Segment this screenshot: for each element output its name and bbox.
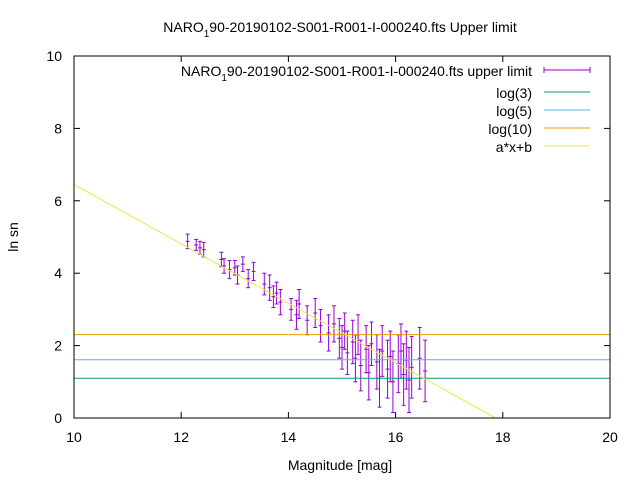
data-point-16 (278, 288, 283, 316)
fit-line (74, 184, 497, 418)
data-point-12 (262, 272, 267, 296)
y-tick-label-3: 6 (54, 193, 62, 209)
data-point-20 (305, 305, 310, 336)
data-point-5 (222, 258, 227, 274)
x-tick-label-5: 20 (602, 429, 618, 445)
chart-title: NARO190-20190102-S001-R001-I-000240.fts … (163, 19, 517, 40)
data-point-1 (194, 239, 199, 251)
data-point-23 (326, 314, 331, 352)
data-point-13 (267, 274, 272, 301)
legend-label-fit: a*x+b (496, 139, 532, 155)
x-tick-label-2: 14 (281, 429, 297, 445)
x-tick-label-3: 16 (388, 429, 404, 445)
legend-label-log5: log(5) (496, 103, 532, 119)
data-point-48 (417, 327, 422, 390)
chart-title-part-2: 90-20190102-S001-R001-I-000240.fts Upper… (209, 19, 517, 35)
legend-label-log10: log(10) (488, 121, 532, 137)
legend-label-upper-limit-subscript: 1 (221, 73, 227, 84)
chart-title-part-1: NARO (163, 19, 204, 35)
data-point-24 (331, 305, 336, 343)
plot-border (73, 55, 611, 419)
legend-label-upper-limit-part-1: NARO (181, 63, 222, 79)
data-point-32 (358, 339, 363, 392)
data-point-17 (289, 298, 294, 321)
x-tick-label-4: 18 (495, 429, 511, 445)
data-point-36 (374, 334, 379, 390)
y-tick-label-1: 2 (54, 338, 62, 354)
data-point-35 (369, 321, 374, 367)
legend-label-log3: log(3) (496, 85, 532, 101)
data-point-19 (297, 288, 302, 319)
y-tick-label-5: 10 (46, 48, 62, 64)
data-point-28 (345, 330, 350, 376)
y-tick-label-2: 4 (54, 265, 62, 281)
plot-area (74, 184, 610, 418)
data-point-4 (219, 251, 224, 268)
data-point-29 (350, 319, 355, 365)
legend: NARO190-20190102-S001-R001-I-000240.fts … (181, 63, 591, 155)
legend-label-upper-limit: NARO190-20190102-S001-R001-I-000240.fts … (181, 63, 532, 84)
data-point-14 (271, 285, 276, 309)
y-axis-label: ln sn (5, 222, 21, 252)
data-point-44 (401, 343, 406, 406)
data-point-22 (318, 308, 323, 343)
data-point-3 (201, 241, 206, 258)
data-point-18 (294, 299, 299, 330)
data-point-2 (197, 240, 202, 255)
data-point-10 (246, 269, 251, 289)
data-point-40 (388, 330, 393, 383)
data-point-49 (423, 339, 428, 403)
data-point-47 (409, 336, 414, 399)
data-point-43 (398, 323, 403, 379)
x-tick-label-0: 10 (66, 429, 82, 445)
y-tick-label-0: 0 (54, 410, 62, 426)
data-point-15 (274, 281, 279, 305)
data-point-25 (337, 317, 342, 359)
data-point-21 (313, 298, 318, 328)
data-point-34 (366, 345, 371, 401)
data-point-33 (364, 325, 369, 374)
y-tick-label-4: 8 (54, 120, 62, 136)
axis-ticks: 10 12 14 16 18 20 0 2 4 6 8 10 (46, 48, 618, 445)
x-tick-label-1: 12 (173, 429, 189, 445)
data-point-9 (240, 256, 245, 272)
data-point-38 (380, 325, 385, 377)
data-point-46 (407, 346, 411, 414)
x-axis-label: Magnitude [mag] (288, 457, 392, 473)
chart-title-subscript: 1 (204, 29, 210, 40)
data-point-39 (385, 339, 390, 399)
data-point-11 (251, 261, 256, 281)
legend-label-upper-limit-part-2: 90-20190102-S001-R001-I-000240.fts upper… (227, 63, 532, 79)
